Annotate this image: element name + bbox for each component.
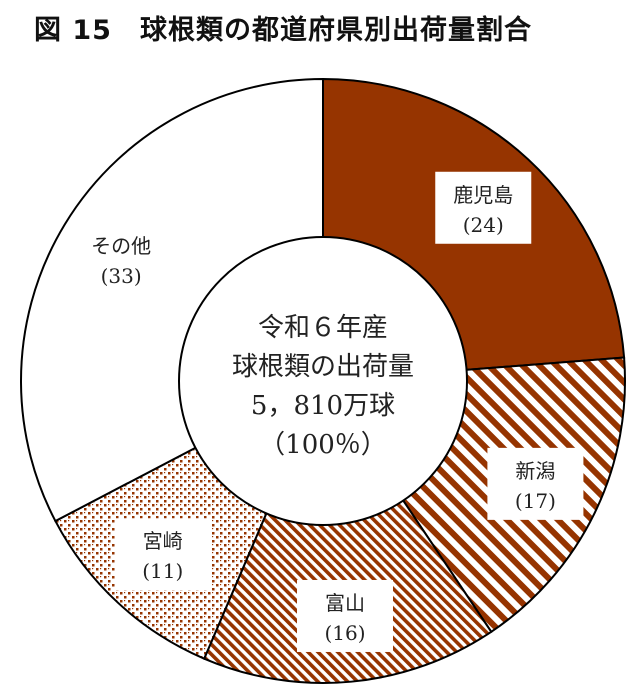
slice-value-label-4: (11) [142,559,183,583]
center-line-3: 5，810万球 [251,391,395,421]
slice-label-box-1 [435,171,532,244]
slice-value-label-1: (24) [463,213,504,237]
slice-label-box-4 [114,518,211,591]
slice-category-label-3: 富山 [325,591,365,615]
slice-label-box-5 [73,222,170,295]
center-line-1: 令和６年産 [258,313,388,343]
title-text: 球根類の都道府県別出荷量割合 [139,15,532,46]
center-line-4: （100％） [259,430,387,460]
slice-value-label-2: (17) [515,489,556,513]
slice-3 [202,378,493,684]
donut-hole [178,236,468,526]
slice-category-label-1: 鹿児島 [453,183,513,207]
slice-value-label-5: (33) [101,264,142,288]
chart-title: 図 15 球根類の都道府県別出荷量割合 [34,8,532,47]
slice-category-label-4: 宮崎 [143,529,183,553]
slice-category-label-5: その他 [91,234,151,258]
slice-label-box-3 [296,579,393,652]
slice-label-box-2 [487,447,584,520]
slice-category-label-2: 新潟 [515,459,555,483]
slice-value-label-3: (16) [324,621,365,645]
center-line-2: 球根類の出荷量 [232,352,414,382]
figure-number: 図 15 [34,15,112,46]
